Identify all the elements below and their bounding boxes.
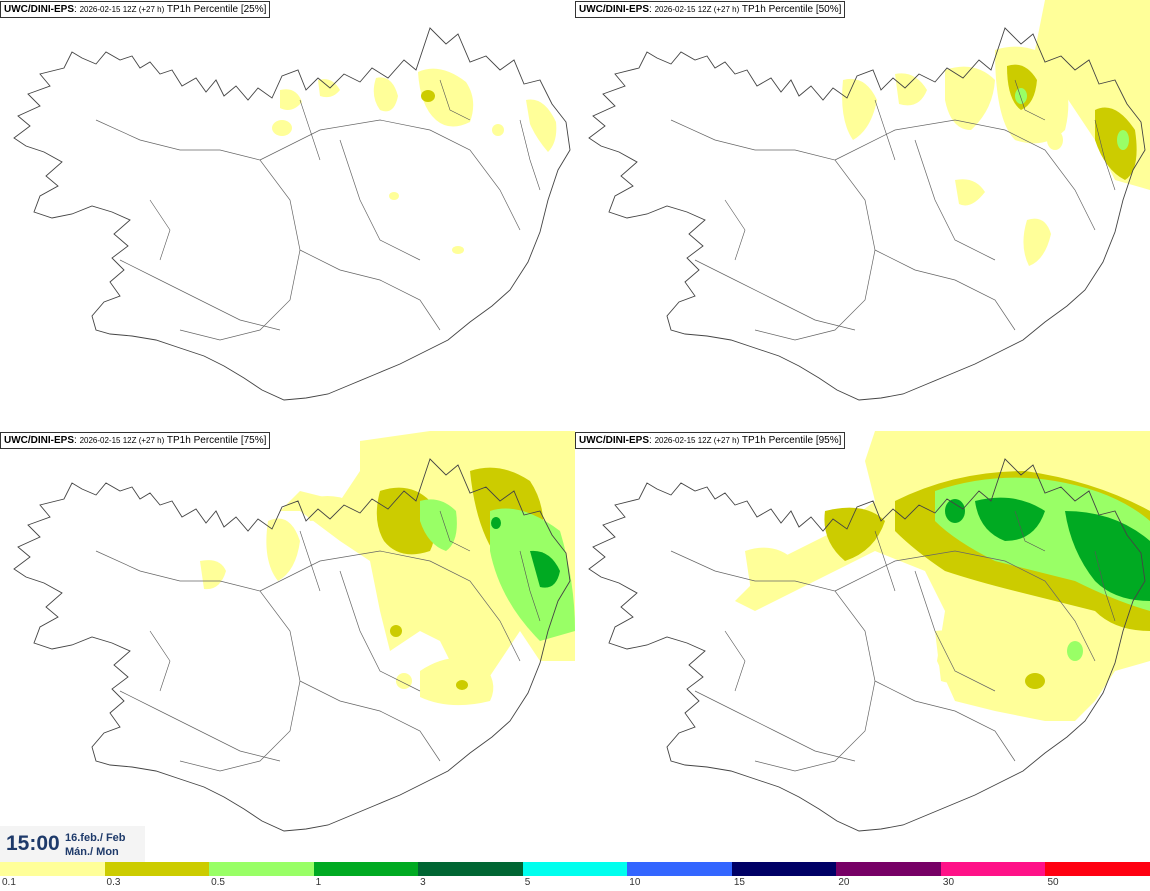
run-time: 2026-02-15 12Z (+27 h): [654, 436, 740, 445]
valid-date: 16.feb./ Feb: [65, 832, 126, 844]
map-svg-p75: [13, 431, 575, 832]
map-panel-p25: UWC/DINI-EPS: 2026-02-15 12Z (+27 h) TP1…: [0, 0, 575, 430]
iceland-coastline: [13, 27, 571, 401]
panel-title: UWC/DINI-EPS: 2026-02-15 12Z (+27 h) TP1…: [0, 432, 271, 449]
legend-tick-label: 5: [524, 877, 531, 888]
legend-swatch: [1045, 862, 1150, 876]
field-name: TP1h Percentile [25%]: [166, 4, 267, 15]
legend-swatch: [209, 862, 314, 876]
precip-overlay: [200, 431, 575, 706]
run-time: 2026-02-15 12Z (+27 h): [654, 5, 740, 14]
legend-swatch: [522, 862, 628, 876]
valid-time-box: 15:00 16.feb./ Feb Mán./ Mon: [0, 826, 145, 862]
legend-tick-label: 50: [1047, 877, 1059, 888]
legend-tick-label: 3: [420, 877, 426, 888]
panel-title: UWC/DINI-EPS: 2026-02-15 12Z (+27 h) TP1…: [575, 1, 846, 18]
field-name: TP1h Percentile [95%]: [741, 435, 842, 446]
map-panel-p75: UWC/DINI-EPS: 2026-02-15 12Z (+27 h) TP1…: [0, 431, 575, 861]
legend-tick-label: 30: [942, 877, 955, 888]
legend-swatch: [940, 862, 1046, 876]
model-name: UWC/DINI-EPS: [4, 4, 74, 15]
panel-title: UWC/DINI-EPS: 2026-02-15 12Z (+27 h) TP1…: [0, 1, 271, 18]
map-svg-p95: [588, 431, 1150, 832]
legend-tick-label: 0.5: [211, 877, 225, 888]
map-svg-p50: [588, 0, 1150, 401]
run-time: 2026-02-15 12Z (+27 h): [79, 436, 165, 445]
valid-day: Mán./ Mon: [65, 846, 119, 858]
legend-swatch: [418, 862, 523, 876]
valid-time-hour: 15:00: [6, 832, 60, 855]
precip-overlay: [842, 0, 1150, 266]
color-legend-bar: [0, 862, 1150, 876]
map-panel-p95: UWC/DINI-EPS: 2026-02-15 12Z (+27 h) TP1…: [575, 431, 1150, 861]
model-name: UWC/DINI-EPS: [579, 435, 649, 446]
legend-swatch: [836, 862, 941, 876]
map-svg-p25: [13, 27, 571, 401]
legend-tick-label: 15: [733, 877, 745, 888]
valid-time-date: 16.feb./ Feb Mán./ Mon: [65, 831, 126, 859]
model-name: UWC/DINI-EPS: [4, 435, 74, 446]
precip-overlay: [735, 431, 1150, 721]
legend-tick-label: 20: [838, 877, 850, 888]
legend-swatch: [0, 862, 105, 876]
legend-tick-label: 1: [315, 877, 322, 888]
panel-title: UWC/DINI-EPS: 2026-02-15 12Z (+27 h) TP1…: [575, 432, 846, 449]
color-legend-labels: 0.1 0.3 0.5 1 3 5 10 15 20 30 50: [0, 877, 1150, 891]
legend-tick-label: 0.1: [2, 877, 16, 888]
legend-swatch: [731, 862, 837, 876]
legend-swatch: [313, 862, 419, 876]
run-time: 2026-02-15 12Z (+27 h): [79, 5, 165, 14]
legend-tick-label: 10: [629, 877, 641, 888]
map-panel-p50: UWC/DINI-EPS: 2026-02-15 12Z (+27 h) TP1…: [575, 0, 1150, 430]
field-name: TP1h Percentile [75%]: [166, 435, 267, 446]
field-name: TP1h Percentile [50%]: [741, 4, 842, 15]
legend-swatch: [627, 862, 732, 876]
model-name: UWC/DINI-EPS: [579, 4, 649, 15]
legend-tick-label: 0.3: [106, 877, 121, 888]
legend-swatch: [104, 862, 210, 876]
precip-overlay: [272, 68, 557, 254]
